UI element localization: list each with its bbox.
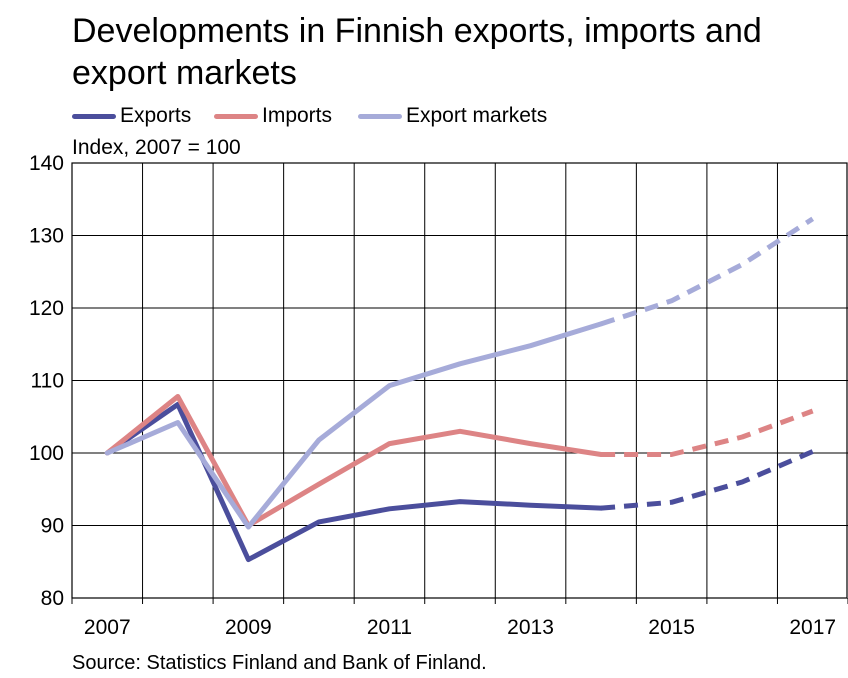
y-tick-label: 120 bbox=[29, 297, 64, 320]
legend-label-exports: Exports bbox=[120, 104, 192, 127]
series-forecast-line-export-markets bbox=[600, 216, 815, 327]
y-tick-label: 90 bbox=[41, 515, 64, 538]
y-tick-label: 140 bbox=[29, 152, 64, 175]
series-forecast-line-exports bbox=[600, 449, 814, 511]
legend-swatch-imports bbox=[214, 113, 258, 119]
y-tick-label: 110 bbox=[31, 370, 64, 393]
legend-swatch-exports bbox=[72, 113, 116, 119]
y-axis-unit-label: Index, 2007 = 100 bbox=[72, 136, 241, 159]
x-tick-label: 2015 bbox=[648, 616, 695, 639]
legend-label-imports: Imports bbox=[262, 104, 333, 127]
series-line-export-markets bbox=[104, 321, 604, 530]
x-tick-label: 2017 bbox=[789, 616, 836, 639]
legend-label-export-markets: Export markets bbox=[406, 104, 548, 127]
series-forecast-line-imports bbox=[601, 408, 814, 457]
series-line-exports bbox=[104, 401, 604, 563]
x-tick-label: 2013 bbox=[507, 616, 554, 639]
x-tick-label: 2009 bbox=[225, 616, 272, 639]
x-tick-label: 2007 bbox=[84, 616, 131, 639]
source-note: Source: Statistics Finland and Bank of F… bbox=[72, 652, 487, 674]
x-tick-label: 2011 bbox=[367, 616, 412, 639]
y-tick-label: 100 bbox=[29, 442, 64, 465]
legend-item-exports: Exports bbox=[72, 104, 191, 128]
y-tick-label: 80 bbox=[41, 587, 64, 610]
legend-item-imports: Imports bbox=[214, 104, 332, 128]
plot-frame bbox=[71, 162, 848, 599]
y-tick-label: 130 bbox=[29, 225, 64, 248]
legend-item-export-markets: Export markets bbox=[358, 104, 547, 128]
legend-swatch-export-markets bbox=[358, 113, 402, 119]
chart-title: Developments in Finnish exports, imports… bbox=[72, 12, 762, 92]
series-line-imports bbox=[104, 394, 604, 528]
